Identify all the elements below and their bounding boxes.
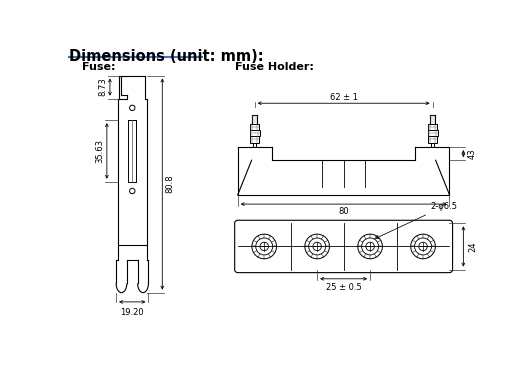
Text: 8.73: 8.73 <box>99 78 107 96</box>
Text: 25 ± 0.5: 25 ± 0.5 <box>326 283 362 293</box>
Text: 80.8: 80.8 <box>166 175 174 193</box>
Text: Fuse:: Fuse: <box>82 62 116 72</box>
Text: 2-φ6.5: 2-φ6.5 <box>376 202 457 238</box>
Text: 80: 80 <box>339 207 349 216</box>
Text: 43: 43 <box>468 148 477 159</box>
Text: Fuse Holder:: Fuse Holder: <box>235 62 313 72</box>
Text: 24: 24 <box>468 241 477 252</box>
Text: 62 ± 1: 62 ± 1 <box>330 93 357 102</box>
Text: 35.63: 35.63 <box>95 139 105 163</box>
Text: Dimensions (unit: mm):: Dimensions (unit: mm): <box>69 49 264 64</box>
Text: 19.20: 19.20 <box>121 308 144 317</box>
